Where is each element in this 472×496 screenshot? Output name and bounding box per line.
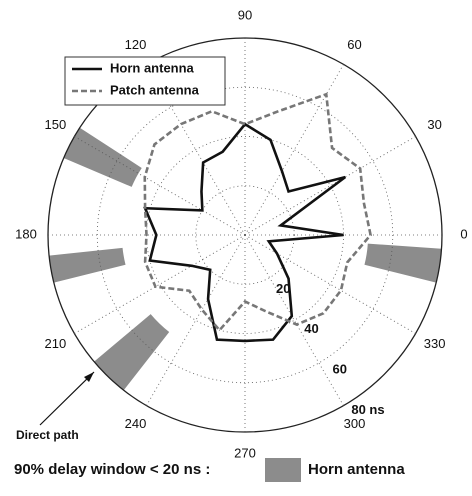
legend-label: Horn antenna <box>110 60 195 75</box>
shaded-sector <box>49 247 126 283</box>
arrow-head <box>84 372 94 382</box>
grid-spoke <box>244 234 416 334</box>
grid-ring <box>96 86 394 384</box>
r-tick-label: 60 <box>333 361 347 376</box>
r-tick-label: 20 <box>276 281 290 296</box>
footer-text: 90% delay window < 20 ns : <box>14 461 210 478</box>
grid-ring <box>195 185 295 285</box>
shaded-sector <box>63 127 142 187</box>
grid-spoke <box>244 234 344 406</box>
series-line <box>143 122 347 343</box>
theta-tick-label: 300 <box>344 416 366 431</box>
theta-tick-label: 30 <box>427 117 441 132</box>
theta-tick-label: 180 <box>15 226 37 241</box>
grid-spoke <box>74 136 246 236</box>
theta-tick-label: 120 <box>125 37 147 52</box>
grid-spoke <box>74 234 246 334</box>
grid-spoke <box>244 64 344 236</box>
theta-tick-label: 240 <box>125 416 147 431</box>
annotation: Direct path <box>16 428 79 442</box>
theta-tick-label: 0 <box>460 226 467 241</box>
annotation-arrow <box>39 371 95 426</box>
footer-swatch <box>265 458 301 482</box>
theta-tick-label: 150 <box>44 117 66 132</box>
theta-tick-label: 210 <box>44 336 66 351</box>
series-line <box>143 92 372 333</box>
theta-tick-label: 60 <box>347 37 361 52</box>
footer-legend: Horn antenna <box>308 461 405 478</box>
shaded-sector <box>94 314 170 391</box>
grid-spoke <box>146 234 246 406</box>
theta-tick-label: 270 <box>234 445 256 460</box>
shaded-sector <box>364 243 442 283</box>
r-tick-label: 40 <box>304 321 318 336</box>
legend-box <box>64 56 226 106</box>
theta-tick-label: 90 <box>238 7 252 22</box>
theta-tick-label: 330 <box>424 336 446 351</box>
r-tick-label: 80 ns <box>351 402 384 417</box>
grid-spoke <box>244 136 416 236</box>
legend-label: Patch antenna <box>110 82 200 97</box>
